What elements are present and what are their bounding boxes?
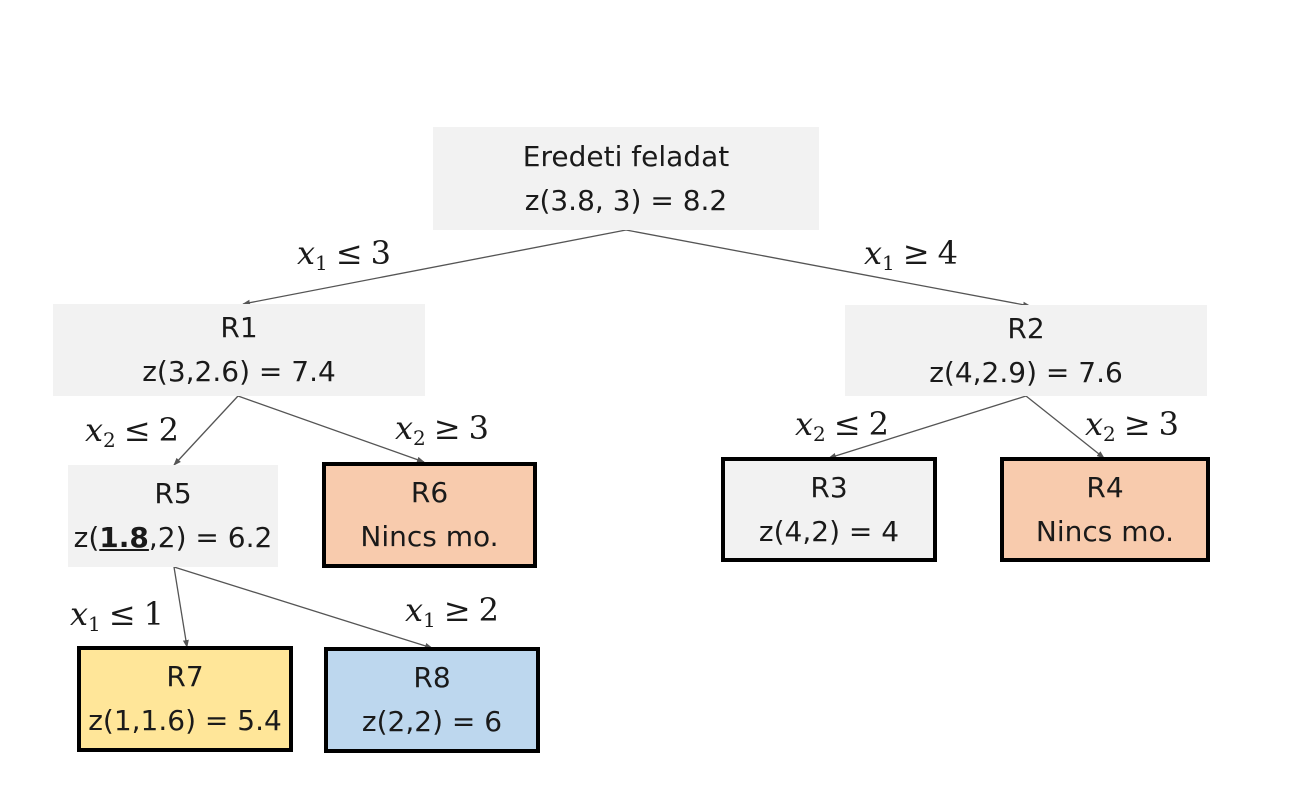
node-r5-branching-value: 1.8	[99, 521, 149, 554]
node-r3: R3 z(4,2) = 4	[721, 457, 937, 562]
branch-label-r5-r7: x1 ≤1	[70, 595, 164, 636]
node-r1-title: R1	[220, 311, 258, 344]
node-r5-value-pre: z(	[73, 521, 100, 554]
node-r1: R1 z(3,2.6) = 7.4	[53, 304, 425, 396]
node-r3-title: R3	[810, 470, 848, 504]
node-r3-value: z(4,2) = 4	[758, 514, 900, 548]
node-r2: R2 z(4,2.9) = 7.6	[845, 305, 1207, 396]
node-root-value: z(3.8, 3) = 8.2	[524, 183, 728, 217]
node-r7-value: z(1,1.6) = 5.4	[88, 704, 282, 737]
edge-root-r1	[242, 229, 627, 306]
edge-root-r2	[625, 229, 1031, 308]
branch-label-root-r1: x1 ≤3	[297, 234, 391, 275]
edge-r1-r5	[173, 395, 239, 466]
node-r7-title: R7	[166, 660, 204, 693]
node-r8-title: R8	[413, 661, 451, 694]
node-root: Eredeti feladat z(3.8, 3) = 8.2	[433, 127, 819, 230]
node-r7: R7 z(1,1.6) = 5.4	[77, 646, 293, 752]
node-root-title: Eredeti feladat	[522, 139, 730, 173]
edge-r5-r8	[173, 566, 433, 649]
node-r6: R6 Nincs mo.	[322, 462, 537, 568]
branch-label-r2-r4: x2 ≥3	[1085, 405, 1179, 446]
edge-r5-r7	[173, 566, 189, 648]
branch-label-root-r2: x1 ≥4	[864, 234, 958, 275]
edge-r2-r3	[828, 395, 1027, 459]
node-r1-value: z(3,2.6) = 7.4	[142, 355, 336, 388]
node-r5: R5 z(1.8,2) = 6.2	[68, 465, 278, 567]
node-r2-title: R2	[1007, 311, 1045, 345]
node-r6-value: Nincs mo.	[360, 520, 499, 553]
branch-label-r5-r8: x1 ≥2	[405, 591, 499, 632]
branch-label-r2-r3: x2 ≤2	[795, 405, 889, 446]
node-r8-value: z(2,2) = 6	[361, 705, 503, 738]
node-r5-title: R5	[154, 477, 192, 510]
node-r6-title: R6	[410, 476, 449, 509]
branch-label-r1-r6: x2 ≥3	[395, 409, 489, 450]
node-r5-value-post: ,2) = 6.2	[148, 521, 273, 554]
edge-r2-r4	[1025, 395, 1105, 459]
node-r8: R8 z(2,2) = 6	[324, 647, 540, 753]
node-r5-value: z(1.8,2) = 6.2	[74, 516, 273, 560]
node-r4: R4 Nincs mo.	[1000, 457, 1210, 562]
node-r2-value: z(4,2.9) = 7.6	[929, 355, 1123, 389]
branch-label-r1-r5: x2 ≤2	[85, 411, 179, 452]
node-r4-title: R4	[1086, 470, 1124, 504]
edge-r1-r6	[237, 395, 425, 463]
node-r4-value: Nincs mo.	[1035, 514, 1175, 548]
